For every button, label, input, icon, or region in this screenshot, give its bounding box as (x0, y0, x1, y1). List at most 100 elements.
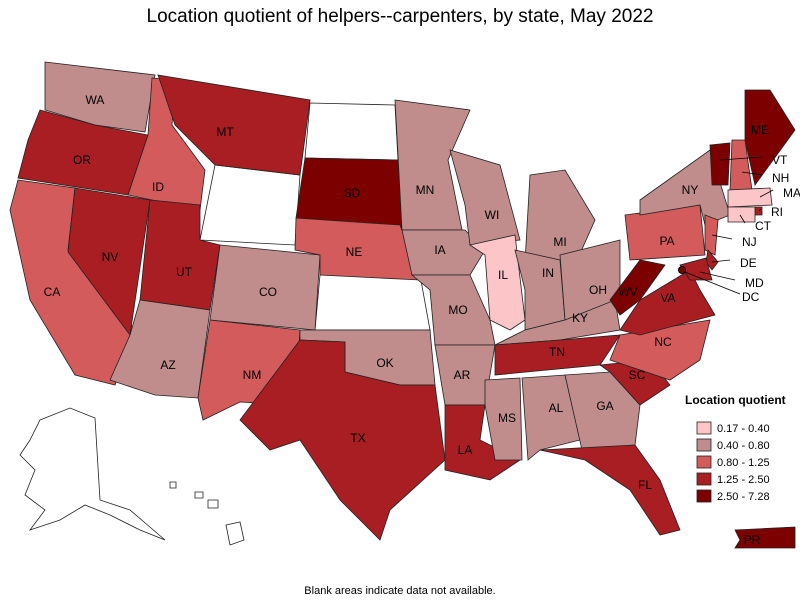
state-labels: WA OR CA NV ID MT UT AZ CO NM SD NE OK TX MN IA MO AR LA WI… (44, 93, 800, 547)
state-label: DC (742, 290, 760, 304)
state (727, 187, 773, 208)
state (44, 61, 156, 133)
state-label: IN (542, 266, 554, 280)
legend-swatch (696, 421, 712, 435)
legend-label: 2.50 - 7.28 (717, 491, 770, 503)
state-label: PA (659, 234, 674, 248)
state (704, 214, 719, 256)
state-label: UT (176, 265, 193, 279)
state-label: ME (751, 123, 769, 137)
state (484, 377, 523, 461)
state-label: FL (638, 478, 652, 492)
leader-line (739, 214, 746, 224)
state-label: IL (498, 268, 508, 282)
hawaii-blank (207, 499, 219, 509)
state-label: RI (771, 205, 783, 219)
state-label: OK (376, 356, 393, 370)
leader-line (759, 189, 774, 198)
state-label: MT (216, 125, 234, 139)
states (9, 61, 796, 549)
state-label: TX (350, 431, 365, 445)
state (754, 206, 763, 216)
state (609, 319, 711, 381)
state (609, 259, 666, 316)
state-label: CA (44, 285, 61, 299)
state (734, 526, 796, 549)
state-label: NE (346, 245, 363, 259)
legend-label: 1.25 - 2.50 (717, 474, 770, 486)
state (401, 229, 486, 276)
state-label: DE (740, 256, 757, 270)
legend-swatch (696, 472, 712, 486)
state-label: CT (755, 219, 772, 233)
state-label: VA (660, 291, 675, 305)
state-label: NM (243, 368, 262, 382)
state (157, 74, 311, 176)
leader-line (741, 171, 763, 176)
state-label: OR (73, 153, 91, 167)
state (679, 257, 713, 281)
state (709, 142, 731, 186)
legend-label: 0.80 - 1.25 (717, 457, 770, 469)
state-label: ID (152, 180, 164, 194)
state-label: AZ (160, 358, 175, 372)
state (109, 299, 211, 399)
legend-label: 0.17 - 0.40 (717, 423, 770, 435)
legend-title: Location quotient (685, 393, 786, 407)
state (394, 99, 471, 231)
hawaii-blank (225, 521, 245, 546)
state (524, 169, 596, 266)
legend-label: 0.40 - 0.80 (717, 440, 770, 452)
state-blank (199, 164, 301, 246)
state-label: MA (783, 186, 800, 200)
state-label: PR (744, 533, 761, 547)
leader-line (711, 234, 733, 240)
state-label: MS (498, 411, 516, 425)
state-label: WV (618, 285, 637, 299)
state-label: AL (549, 401, 564, 415)
state-blank (314, 274, 431, 331)
leader-line (758, 208, 762, 212)
state-label: SD (344, 186, 361, 200)
state (494, 334, 621, 376)
state (239, 339, 446, 541)
state (539, 444, 681, 536)
state-label: AR (454, 368, 471, 382)
leader-line (711, 259, 731, 263)
state-label: WI (485, 208, 500, 222)
state (294, 217, 421, 281)
leader-line (699, 271, 736, 281)
footnote: Blank areas indicate data not available. (304, 585, 495, 597)
no-data-areas (19, 102, 431, 546)
state-label: KY (572, 311, 588, 325)
hawaii-blank (169, 481, 177, 489)
state-label: NY (682, 183, 699, 197)
state (744, 89, 796, 186)
state (468, 234, 526, 331)
state-label: NC (654, 335, 672, 349)
legend-swatch (696, 489, 712, 503)
state-label: MO (448, 303, 467, 317)
state (624, 204, 706, 261)
leader-line (719, 156, 763, 161)
state-label: MD (745, 276, 764, 290)
state-label: VT (772, 153, 788, 167)
state (727, 206, 756, 223)
state (521, 374, 581, 461)
state (564, 371, 641, 451)
state-label: NH (772, 171, 789, 185)
legend: 0.17 - 0.40 0.40 - 0.80 0.80 - 1.25 1.25 - … (696, 421, 770, 503)
state-label: IA (434, 243, 445, 257)
state-label: MI (553, 235, 566, 249)
state-label: TN (549, 345, 565, 359)
state-label: WA (86, 93, 105, 107)
state-label: SC (629, 368, 646, 382)
state-label: CO (259, 285, 277, 299)
state-label: LA (458, 443, 473, 457)
state-label: GA (596, 399, 613, 413)
state-dot (678, 266, 686, 274)
leader-line (684, 271, 741, 295)
map-title: Location quotient of helpers--carpenters… (147, 6, 654, 27)
